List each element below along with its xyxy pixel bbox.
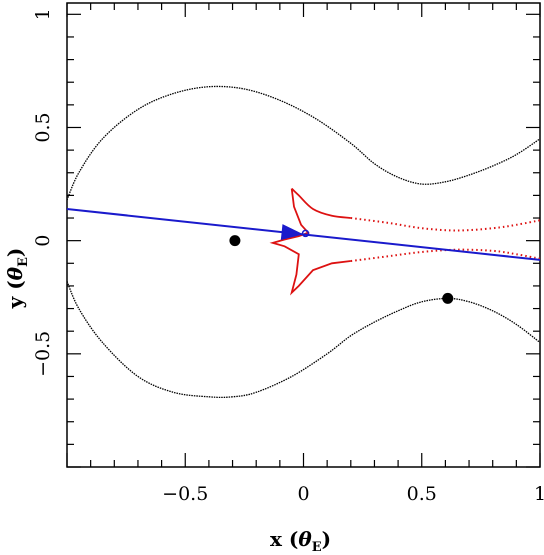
critical-curve-lower xyxy=(66,281,541,399)
x-tick-label: −0.5 xyxy=(162,483,208,505)
lens-point xyxy=(229,235,241,247)
x-axis-title: x (θE) xyxy=(270,527,331,555)
plot-area xyxy=(66,85,541,399)
x-tick-label: 0 xyxy=(297,483,309,505)
caustic-dotted-upper xyxy=(350,217,541,232)
trajectory-arrow xyxy=(280,224,304,240)
y-tick-label: 1 xyxy=(32,8,54,20)
x-tick-label: 1 xyxy=(534,483,544,505)
axis-ticks xyxy=(66,3,541,468)
y-tick-label: 0 xyxy=(32,235,54,247)
x-tick-label: 0.5 xyxy=(407,483,437,505)
caustic-solid-upper xyxy=(291,187,351,219)
caustic-dotted-lower xyxy=(350,248,541,262)
y-axis-title: y (θE) xyxy=(3,248,31,310)
caustic-solid xyxy=(269,188,351,296)
source-trajectory xyxy=(66,208,541,261)
x-tick-labels: −0.5 0 0.5 1 xyxy=(162,483,544,505)
source-marker xyxy=(301,229,310,238)
critical-curve-upper xyxy=(66,85,541,201)
y-tick-label: −0.5 xyxy=(32,331,54,377)
y-tick-labels: −0.5 0 0.5 1 xyxy=(32,8,54,377)
lens-point xyxy=(442,292,454,304)
y-tick-label: 0.5 xyxy=(32,112,54,142)
